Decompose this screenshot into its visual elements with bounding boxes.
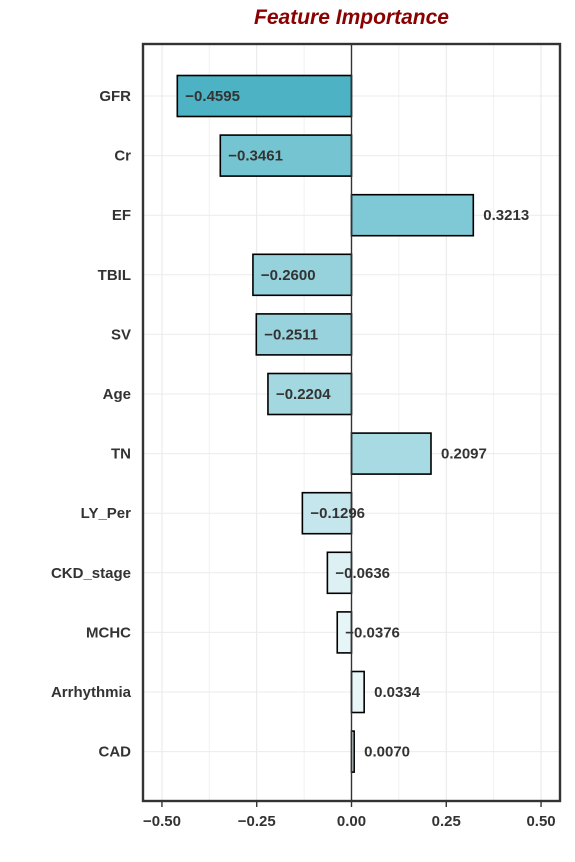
data-label: −0.2511 xyxy=(264,326,318,343)
y-tick-label: CKD_stage xyxy=(51,565,131,582)
x-axis: −0.50 −0.25 0.00 0.25 0.50 xyxy=(143,801,556,830)
y-tick-label: Age xyxy=(103,386,131,403)
y-tick-label: SV xyxy=(111,326,131,343)
data-label: 0.3213 xyxy=(483,207,529,224)
data-labels: −0.4595 −0.3461 0.3213 −0.2600 −0.2511 −0.220… xyxy=(185,88,529,761)
x-tick-label: 0.00 xyxy=(337,813,366,830)
y-tick-label: CAD xyxy=(99,744,132,761)
data-label: −0.3461 xyxy=(228,148,283,165)
y-tick-label: Cr xyxy=(114,148,131,165)
data-label: −0.2600 xyxy=(261,267,316,284)
bar-age xyxy=(267,372,353,416)
bar-ly_per xyxy=(301,491,353,535)
data-label: −0.2204 xyxy=(276,386,331,403)
data-label: −0.4595 xyxy=(185,88,240,105)
x-tick-label: 0.50 xyxy=(526,813,555,830)
bar-tn xyxy=(350,432,432,475)
y-axis: GFR Cr EF TBIL SV Age TN LY_Per CKD_stage MCHC Arr… xyxy=(51,88,132,761)
data-label: −0.1296 xyxy=(310,505,365,522)
bar-sv xyxy=(255,313,353,356)
bar-ef xyxy=(350,193,475,237)
bars xyxy=(176,74,475,773)
y-tick-label: Arrhythmia xyxy=(51,684,132,701)
y-tick-label: TN xyxy=(111,446,131,463)
data-label: 0.2097 xyxy=(441,446,487,463)
y-tick-label: EF xyxy=(112,207,131,224)
data-label: −0.0376 xyxy=(345,624,400,641)
x-tick-label: −0.50 xyxy=(143,813,181,830)
y-tick-label: MCHC xyxy=(86,624,131,641)
bar-arrhythmia xyxy=(350,670,365,714)
x-tick-label: −0.25 xyxy=(238,813,276,830)
chart-title: Feature Importance xyxy=(254,6,449,29)
y-tick-label: GFR xyxy=(99,88,131,105)
y-tick-label: TBIL xyxy=(98,267,131,284)
data-label: 0.0334 xyxy=(374,684,421,701)
data-label: −0.0636 xyxy=(335,565,390,582)
data-label: 0.0070 xyxy=(364,744,410,761)
x-tick-label: 0.25 xyxy=(432,813,461,830)
y-tick-label: LY_Per xyxy=(81,505,131,522)
